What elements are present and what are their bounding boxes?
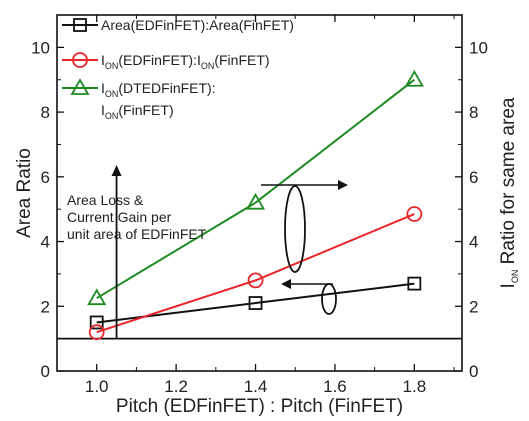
data-point-ion [247,272,264,289]
data-point-area [89,315,104,330]
y2-tick-label: 10 [469,38,488,57]
y2-tick-label: 0 [469,362,478,381]
x-tick-label: 1.6 [323,377,347,396]
data-point-dted [404,69,424,87]
series-line-area [96,282,415,324]
series-line-ion [96,213,415,334]
legend-label-dted-line2: ION(FinFET) [101,102,174,121]
legend-marker-ion [72,52,88,68]
y-tick-label: 10 [31,38,50,57]
legend-label-dted: ION(DTEDFinFET): [101,80,216,99]
x-tick-label: 1.0 [85,377,109,396]
data-point-dted [245,192,266,210]
plot-frame [56,14,463,372]
annotation-line-0: Area Loss & [67,192,144,208]
data-point-area [407,276,422,291]
data-point-ion [88,324,105,341]
x-axis-title: Pitch (EDFinFET) : Pitch (FinFET) [116,396,403,417]
y-tick-label: 8 [41,103,50,122]
data-point-dted [87,288,107,306]
axes: 1.0 1.2 1.4 1.6 1.8 0 2 4 6 8 10 0 2 4 6 8 10 Pitch (EDFi… [14,14,520,417]
y2-axis-title: ION Ratio for same area [498,97,520,288]
annotation-line-2: unit area of EDFinFET [67,226,207,242]
y-axis-title: Area Ratio [14,148,35,238]
legend-label-ion: ION(EDFinFET):ION(FinFET) [101,52,270,71]
data-point-ion [406,206,423,222]
data-point-area [248,296,263,310]
x-tick-label: 1.8 [403,377,427,396]
y2-tick-label: 2 [469,297,478,316]
legend: Area(EDFinFET):Area(FinFET) ION(EDFinFET)… [62,17,294,121]
ellipse-right-group [284,185,306,273]
ellipse-left-group [321,283,337,315]
legend-marker-area [73,18,87,32]
legend-marker-dted [70,78,90,95]
annotation-arrowhead [111,165,122,176]
x-tick-label: 1.4 [244,377,268,396]
left-axis-pointer-head [281,279,291,289]
x-tick-label: 1.2 [164,377,188,396]
annotation-line-1: Current Gain per [67,209,172,225]
right-axis-pointer-head [338,180,348,190]
y2-tick-label: 6 [469,168,478,187]
series-line-dted [96,78,415,300]
y-tick-label: 2 [41,297,50,316]
y2-tick-label: 8 [469,103,478,122]
legend-label-area: Area(EDFinFET):Area(FinFET) [101,17,294,33]
y-tick-label: 4 [41,233,50,252]
series-layer [87,69,424,341]
y2-tick-label: 4 [469,233,478,252]
y-tick-label: 6 [41,168,50,187]
y-tick-label: 0 [41,362,50,381]
